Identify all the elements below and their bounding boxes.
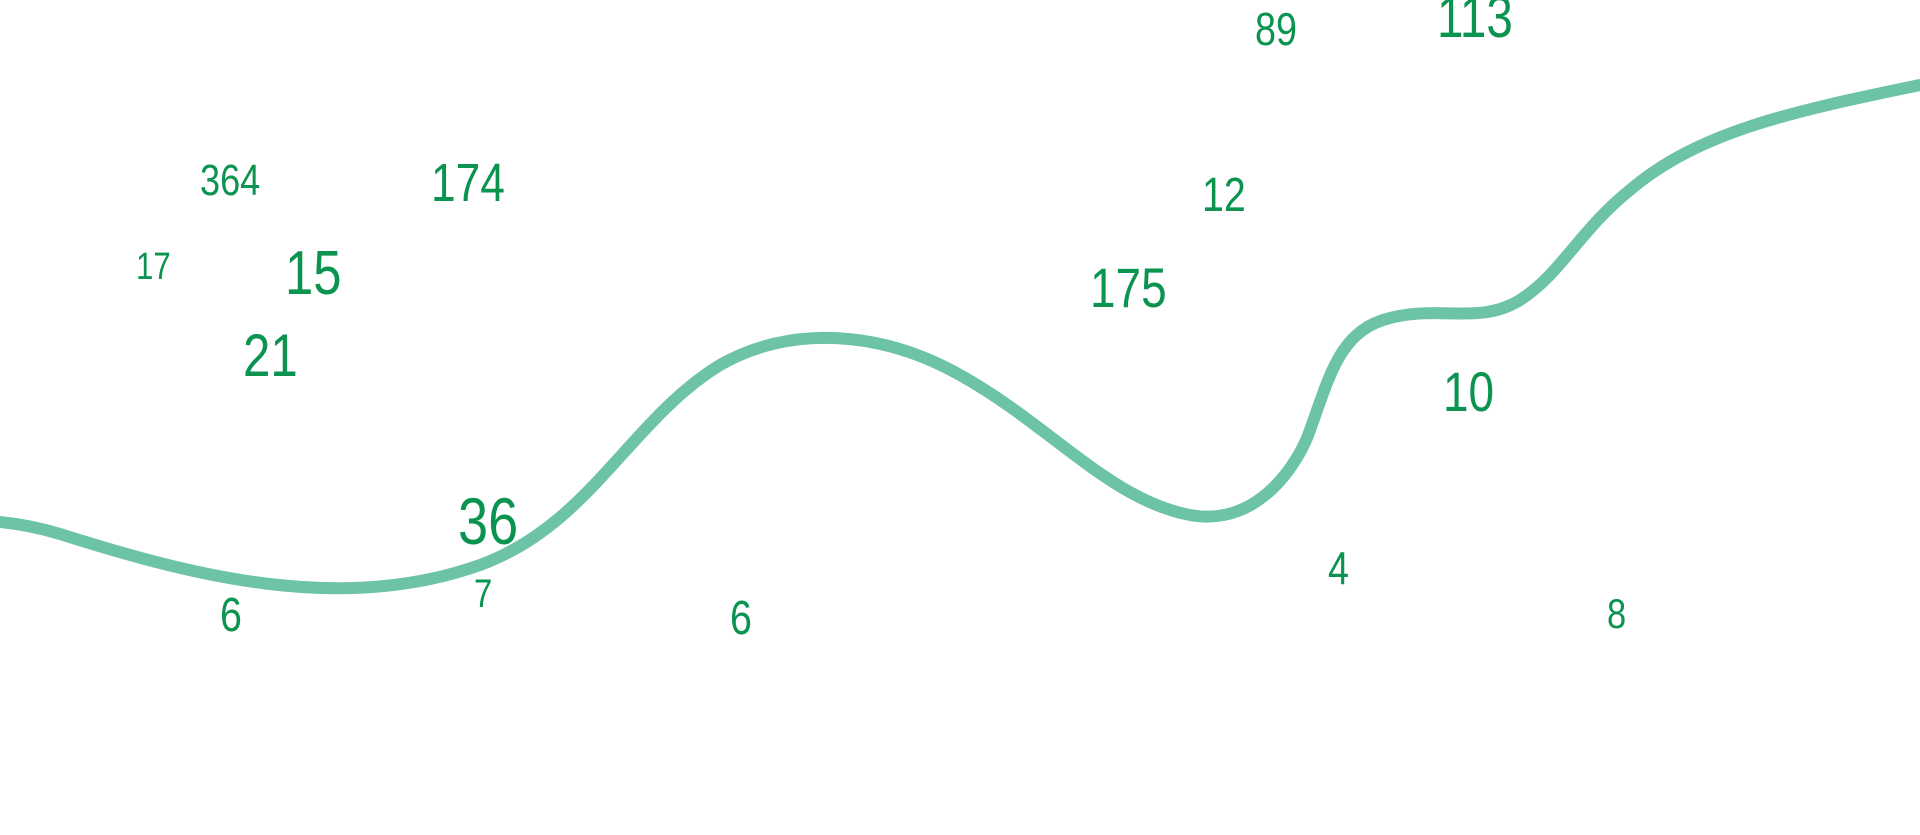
number-label: 8 (1607, 590, 1627, 637)
number-label: 4 (1328, 542, 1349, 594)
number-label: 36 (458, 484, 519, 558)
number-label: 6 (220, 589, 242, 642)
number-label: 364 (200, 156, 261, 205)
number-label: 21 (243, 322, 298, 389)
curve-line (0, 79, 1920, 595)
number-label: 12 (1202, 169, 1246, 222)
number-label: 113 (1437, 0, 1513, 50)
number-label: 6 (730, 592, 752, 645)
number-label: 7 (474, 572, 493, 616)
number-label: 10 (1443, 360, 1495, 423)
number-label: 89 (1255, 3, 1297, 55)
number-label: 17 (136, 246, 171, 288)
number-label: 175 (1090, 256, 1167, 319)
number-label: 174 (431, 153, 505, 213)
number-label: 15 (285, 239, 342, 308)
